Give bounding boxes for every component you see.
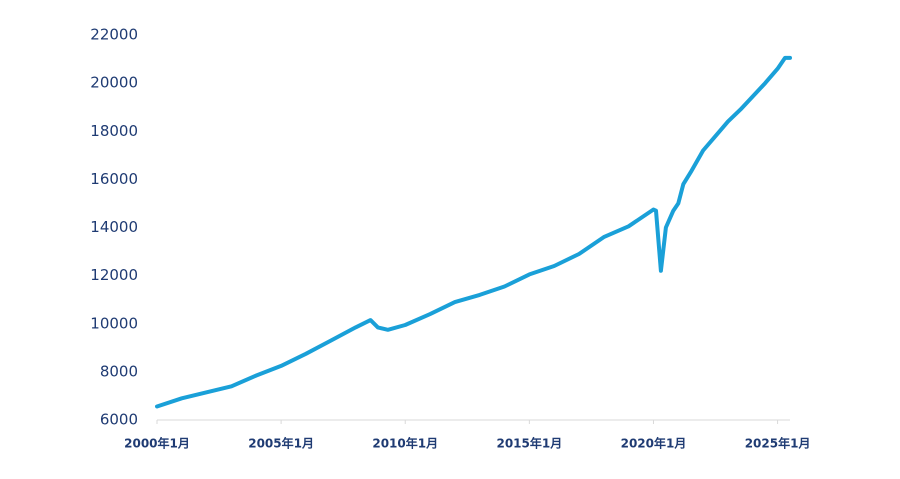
y-tick-label: 6000: [100, 411, 138, 429]
y-tick-label: 12000: [90, 266, 138, 284]
y-tick-label: 22000: [90, 26, 138, 44]
x-tick-label: 2000年1月: [124, 436, 190, 451]
y-tick-label: 20000: [90, 74, 138, 92]
y-tick-label: 16000: [90, 170, 138, 188]
x-tick-label: 2015年1月: [496, 436, 562, 451]
line-series: [155, 55, 792, 409]
x-tick-label: 2025年1月: [745, 436, 811, 451]
x-tick-label: 2020年1月: [621, 436, 687, 451]
x-tick-label: 2005年1月: [248, 436, 314, 451]
y-tick-label: 8000: [100, 362, 138, 380]
y-tick-label: 14000: [90, 218, 138, 236]
y-tick-label: 18000: [90, 122, 138, 140]
y-tick-label: 10000: [90, 314, 138, 332]
x-tick-label: 2010年1月: [372, 436, 438, 451]
